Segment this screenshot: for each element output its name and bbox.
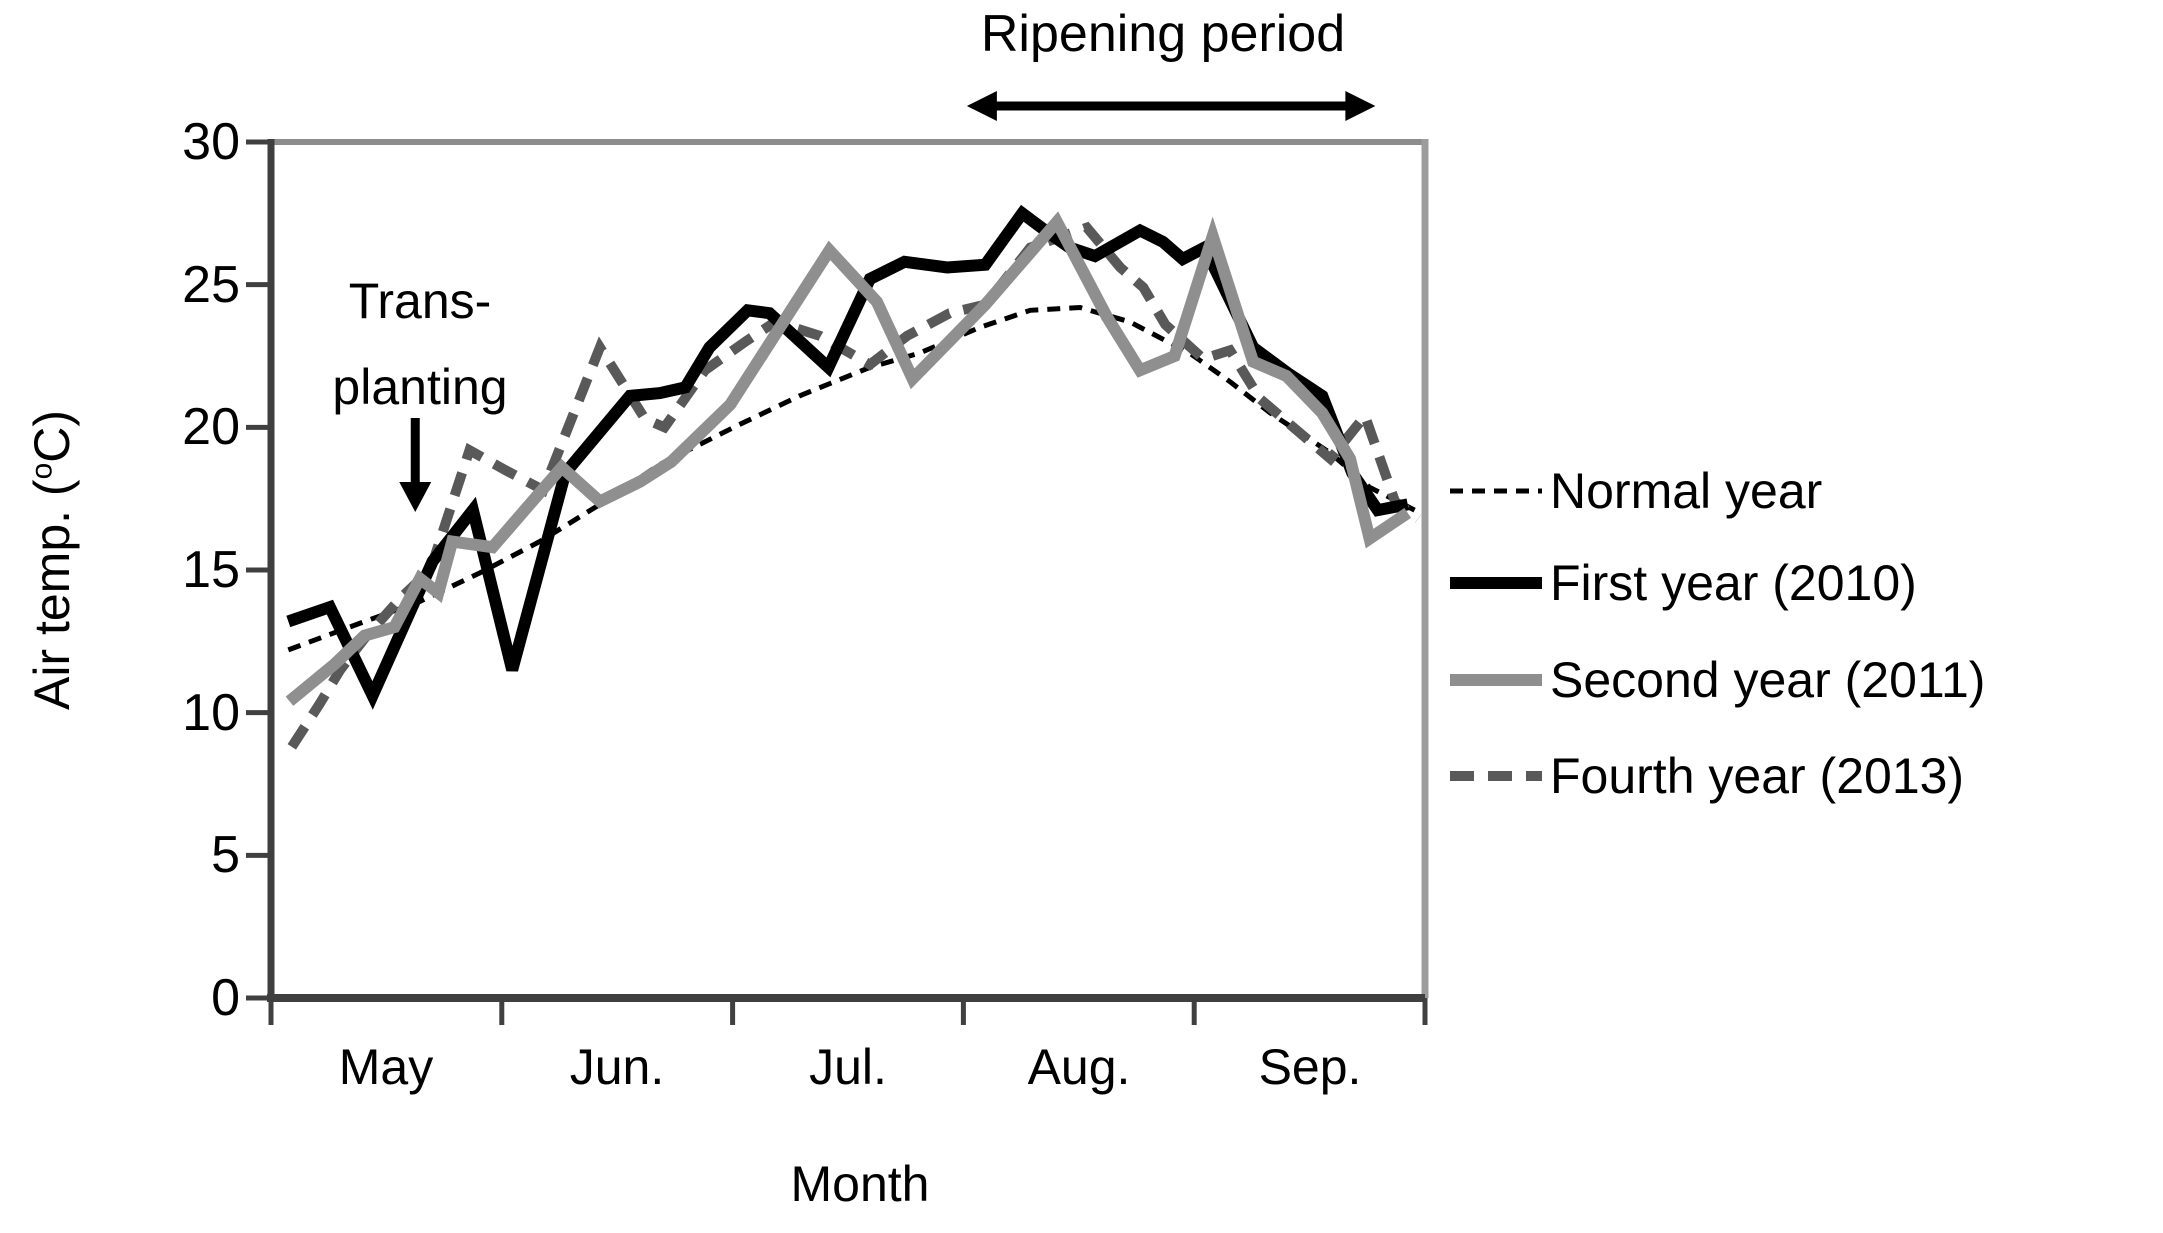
- series-fourth-year-2013: [287, 221, 1422, 750]
- transplanting-label-line1: Trans-: [348, 273, 492, 329]
- ripening-arrow-right-head: [1345, 91, 1376, 121]
- legend-line-sample-fourth-year: [1450, 771, 1542, 781]
- legend-item-second-year: Second year (2011): [1448, 651, 1985, 709]
- x-tick-label-sep: Sep.: [1258, 1039, 1362, 1095]
- x-tick-label-may: May: [338, 1039, 434, 1095]
- legend-line-sample-first-year: [1450, 577, 1542, 589]
- legend-item-fourth-year: Fourth year (2013): [1448, 747, 1964, 805]
- y-axis-title-prefix: Air temp. (: [24, 479, 80, 711]
- legend-label-normal-year: Normal year: [1550, 463, 1823, 519]
- transplanting-label: Trans- planting: [332, 258, 507, 430]
- x-axis-title: Month: [790, 1156, 930, 1212]
- y-tick-label-5: 5: [211, 826, 240, 884]
- ripening-arrow-left-head: [966, 91, 997, 121]
- y-tick-label-25: 25: [182, 256, 240, 314]
- y-tick-label-20: 20: [182, 398, 240, 456]
- legend-line-sample-normal: [1450, 488, 1542, 494]
- legend-label-first-year: First year (2010): [1550, 555, 1917, 611]
- series-second-year-2011: [285, 211, 1412, 706]
- legend-item-first-year: First year (2010): [1448, 554, 1917, 612]
- x-tick-label-jul: Jul.: [809, 1039, 887, 1095]
- x-tick-label-jun: Jun.: [569, 1039, 665, 1095]
- ripening-period-label: Ripening period: [980, 5, 1346, 63]
- transplanting-label-line2: planting: [332, 359, 508, 415]
- y-axis-title-suffix: C): [24, 409, 80, 463]
- y-tick-label-15: 15: [182, 541, 240, 599]
- x-tick-label-aug: Aug.: [1027, 1039, 1131, 1095]
- y-tick-label-30: 30: [182, 113, 240, 171]
- legend-item-normal-year: Normal year: [1448, 462, 1822, 520]
- degree-symbol: o: [25, 462, 59, 480]
- y-tick-label-10: 10: [182, 684, 240, 742]
- transplanting-arrow-head: [399, 482, 432, 512]
- legend-label-fourth-year: Fourth year (2013): [1550, 748, 1965, 804]
- y-axis-title: Air temp. (oC): [23, 410, 81, 710]
- y-tick-label-0: 0: [211, 969, 240, 1027]
- legend-label-second-year: Second year (2011): [1550, 652, 1986, 708]
- legend-line-sample-second-year: [1450, 674, 1542, 686]
